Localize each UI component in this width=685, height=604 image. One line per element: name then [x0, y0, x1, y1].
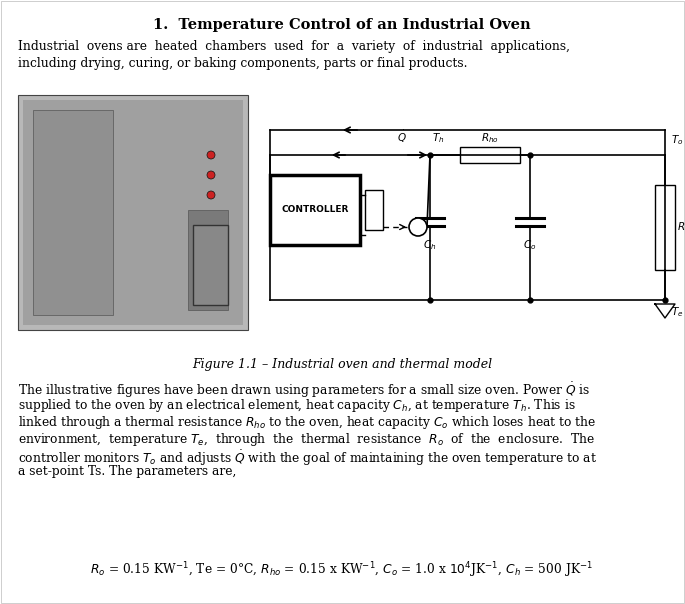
Text: $R_{ho}$: $R_{ho}$ [481, 131, 499, 145]
Text: The illustrative figures have been drawn using parameters for a small size oven.: The illustrative figures have been drawn… [18, 380, 590, 399]
Bar [23, 100, 243, 325]
Text: linked through a thermal resistance $R_{ho}$ to the oven, heat capacity $C_o$ wh: linked through a thermal resistance $R_{… [18, 414, 596, 431]
Text: $C_h$: $C_h$ [423, 238, 436, 252]
Text: environment,  temperature $T_e$,  through  the  thermal  resistance  $R_o$  of  : environment, temperature $T_e$, through … [18, 431, 595, 448]
Text: $T_o$: $T_o$ [671, 133, 684, 147]
Text: Figure 1.1 – Industrial oven and thermal model: Figure 1.1 – Industrial oven and thermal… [192, 358, 492, 371]
Text: Industrial  ovens are  heated  chambers  used  for  a  variety  of  industrial  : Industrial ovens are heated chambers use… [18, 40, 570, 53]
Text: $R_o$: $R_o$ [677, 220, 685, 234]
Bar [18, 95, 248, 330]
Bar [33, 110, 113, 315]
Bar [365, 190, 383, 230]
Text: $\dot{Q}$: $\dot{Q}$ [397, 129, 407, 145]
Bar [270, 175, 360, 245]
Bar [193, 225, 228, 305]
Text: $C_o$: $C_o$ [523, 238, 536, 252]
Bar [460, 147, 520, 163]
Text: a set-point Ts. The parameters are,: a set-point Ts. The parameters are, [18, 465, 236, 478]
Text: including drying, curing, or baking components, parts or final products.: including drying, curing, or baking comp… [18, 57, 467, 70]
Circle shape [207, 171, 215, 179]
Text: $R_o$ = 0.15 KW$^{-1}$, Te = 0°C, $R_{ho}$ = 0.15 x KW$^{-1}$, $C_o$ = 1.0 x $10: $R_o$ = 0.15 KW$^{-1}$, Te = 0°C, $R_{ho… [90, 560, 594, 580]
Circle shape [409, 218, 427, 236]
Text: $T_e$: $T_e$ [671, 305, 684, 319]
Text: $T_h$: $T_h$ [432, 131, 445, 145]
Text: CONTROLLER: CONTROLLER [282, 205, 349, 214]
Text: supplied to the oven by an electrical element, heat capacity $C_h$, at temperatu: supplied to the oven by an electrical el… [18, 397, 575, 414]
Bar [188, 210, 228, 310]
Circle shape [207, 151, 215, 159]
Circle shape [207, 191, 215, 199]
Bar [655, 185, 675, 270]
Text: 1.  Temperature Control of an Industrial Oven: 1. Temperature Control of an Industrial … [153, 18, 531, 32]
Text: controller monitors $T_o$ and adjusts $\dot{Q}$ with the goal of maintaining the: controller monitors $T_o$ and adjusts $\… [18, 448, 597, 467]
